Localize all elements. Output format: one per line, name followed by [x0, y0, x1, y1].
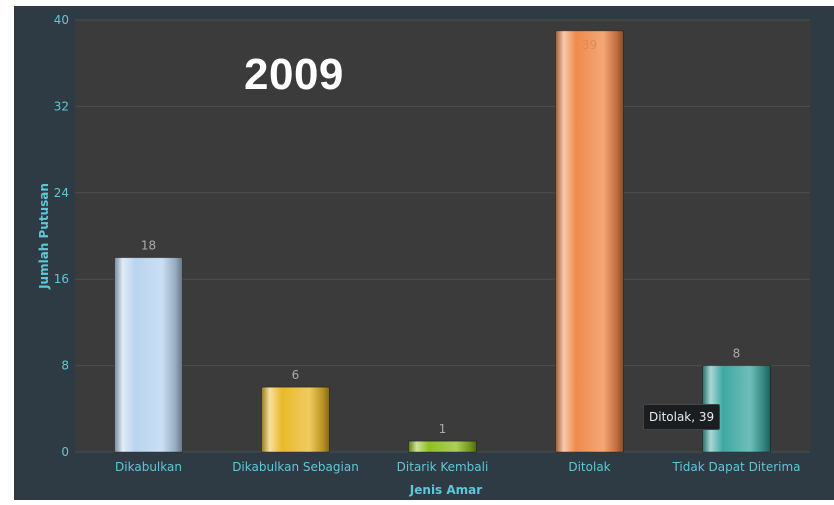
plot-area [75, 20, 810, 452]
data-label: 39 [582, 38, 597, 52]
bar-ditarik-kembali[interactable] [408, 440, 477, 453]
y-axis-title: Jumlah Putusan [37, 183, 51, 290]
y-tick-label: 40 [54, 13, 69, 27]
x-tick-label: Ditarik Kembali [397, 460, 489, 474]
x-tick-label: Tidak Dapat Diterima [671, 460, 800, 474]
bar-ditolak[interactable] [555, 30, 624, 453]
bar-tooltip: Ditolak, 39 [643, 404, 721, 430]
y-tick-label: 8 [61, 359, 69, 373]
data-label: 18 [141, 239, 156, 253]
chart-title: 2009 [244, 50, 344, 99]
data-labels: 18 6 1 39 8 [141, 38, 740, 436]
bar-dikabulkan-sebagian[interactable] [261, 386, 330, 453]
y-tick-label: 32 [54, 99, 69, 113]
x-axis-title: Jenis Amar [409, 483, 482, 497]
x-tick-label: Dikabulkan Sebagian [232, 460, 359, 474]
bar-dikabulkan[interactable] [114, 257, 183, 453]
y-tick-label: 24 [54, 186, 69, 200]
y-tick-label: 0 [61, 445, 69, 459]
data-label: 6 [292, 368, 300, 382]
data-label: 1 [439, 422, 447, 436]
bars [114, 30, 771, 453]
y-axis-ticks: 0 8 16 24 32 40 [54, 13, 69, 459]
data-label: 8 [733, 347, 741, 361]
y-tick-label: 16 [54, 272, 69, 286]
chart-panel: 18 6 1 39 8 0 8 16 24 32 40 Dikabulkan Dikabulkan … [14, 6, 834, 500]
x-axis-ticks: Dikabulkan Dikabulkan Sebagian Ditarik Kem… [115, 460, 801, 474]
x-tick-label: Dikabulkan [115, 460, 182, 474]
x-tick-label: Ditolak [568, 460, 610, 474]
